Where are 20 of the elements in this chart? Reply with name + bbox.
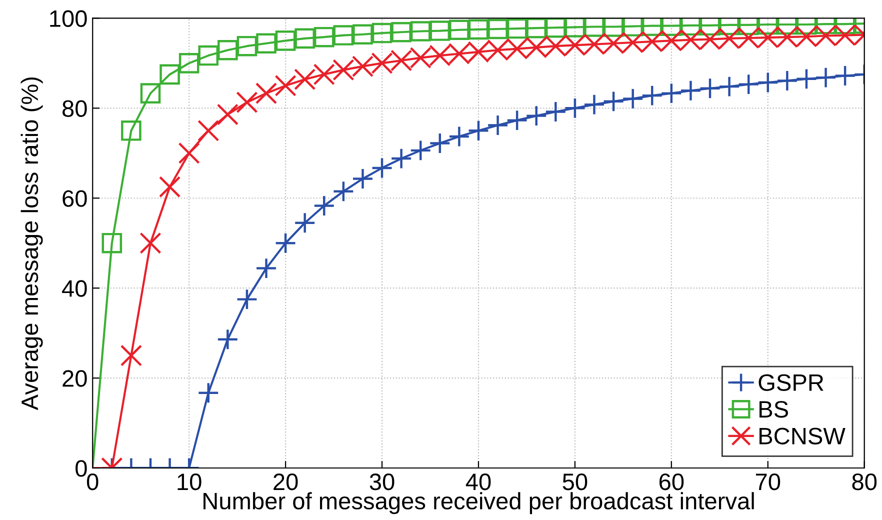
x-tick-label: 70 <box>756 473 780 490</box>
x-tick-label: 10 <box>178 473 202 490</box>
x-tick-label: 50 <box>562 473 588 490</box>
legend-label: GSPR <box>758 374 824 391</box>
x-axis-title: Number of messages received per broadcast interval <box>204 492 754 514</box>
x-tick-label: 20 <box>274 473 298 490</box>
x-tick-label: 0 <box>86 473 98 490</box>
y-tick-label: 0 <box>76 460 87 477</box>
x-tick-label: 40 <box>466 473 491 490</box>
y-tick-label: 20 <box>62 370 87 387</box>
x-tick-label: 80 <box>852 473 877 490</box>
legend-label: BCNSW <box>760 428 846 444</box>
x-tick-label: 60 <box>659 473 684 490</box>
y-tick-label: 40 <box>62 280 87 297</box>
legend-label: BS <box>760 400 788 418</box>
y-axis-title: Average message loss ratio (%) <box>20 77 43 410</box>
y-tick-label: 80 <box>62 100 87 117</box>
y-tick-label: 60 <box>62 190 87 207</box>
y-tick-label: 100 <box>50 10 87 27</box>
x-tick-label: 30 <box>370 473 394 490</box>
